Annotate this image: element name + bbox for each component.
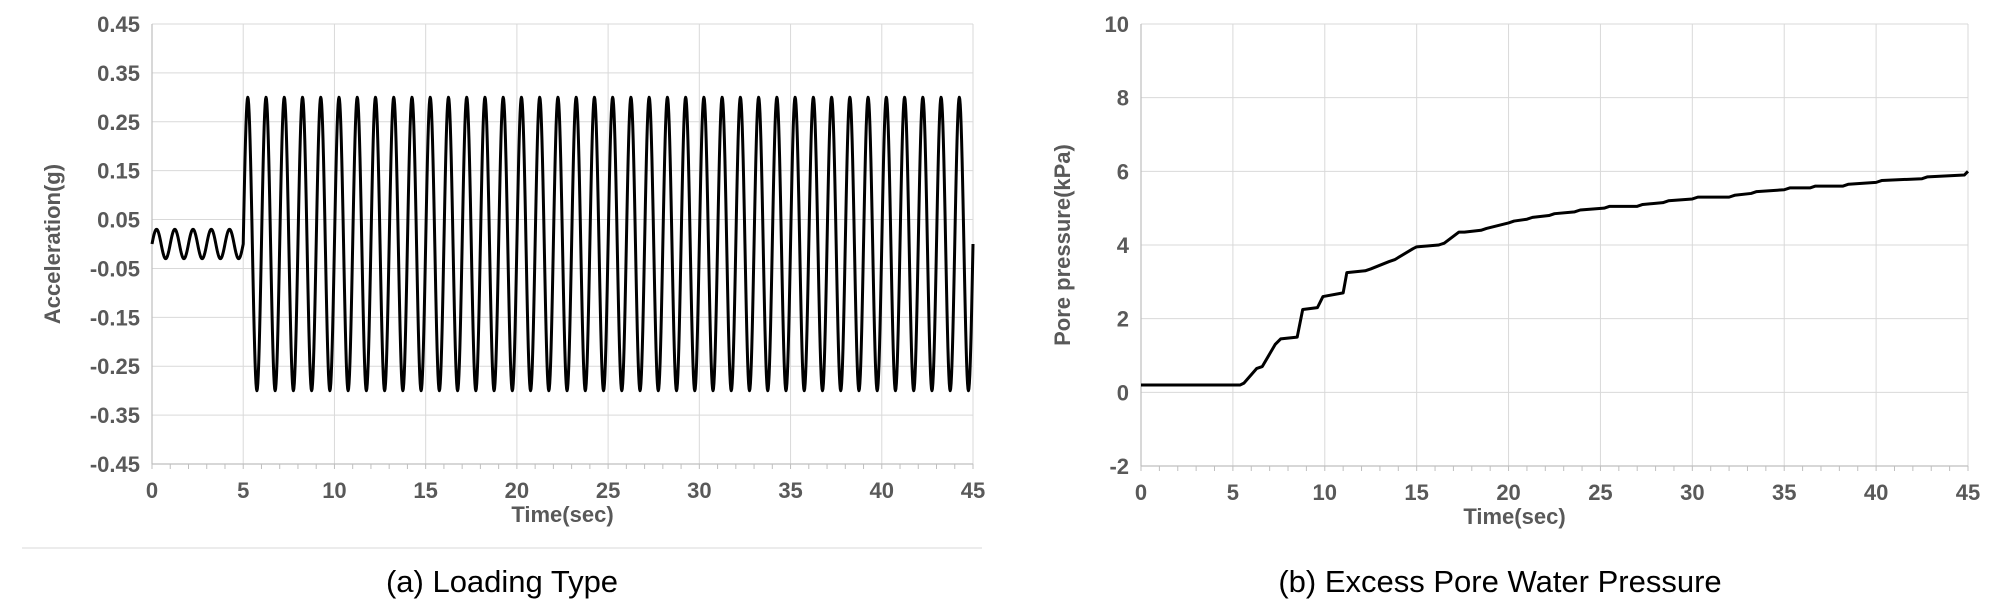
x-tick-label: 5 (237, 478, 249, 503)
x-tick-label: 40 (1864, 480, 1888, 505)
y-tick-label: 10 (1105, 12, 1129, 37)
y-tick-label: -2 (1109, 454, 1129, 479)
y-tick-label: 0.25 (97, 110, 140, 135)
y-tick-label: 2 (1117, 307, 1129, 332)
x-tick-label: 35 (778, 478, 802, 503)
x-tick-label: 30 (1680, 480, 1704, 505)
y-tick-label: -0.15 (90, 305, 140, 330)
y-tick-label: -0.35 (90, 403, 140, 428)
series-line-0 (150, 95, 975, 393)
y-axis-title: Pore pressure(kPa) (1050, 144, 1075, 346)
y-tick-label: -0.45 (90, 452, 140, 477)
x-tick-label: 5 (1227, 480, 1239, 505)
chart-pore-pressure: 0 5 10 15 20 25 30 35 40 45-20246810Time(sec)Pore… (1050, 12, 1980, 529)
x-tick-label: 0 (1135, 480, 1147, 505)
series-line-0 (1141, 170, 1970, 387)
x-tick-label: 10 (1313, 480, 1337, 505)
y-tick-label: -0.05 (90, 256, 140, 281)
caption-a: (a) Loading Type (386, 564, 618, 599)
x-tick-label: 45 (961, 478, 985, 503)
y-axis-title: Acceleration(g) (40, 164, 65, 324)
caption-b: (b) Excess Pore Water Pressure (1278, 564, 1721, 599)
x-tick-label: 45 (1956, 480, 1980, 505)
y-tick-label: 0.15 (97, 159, 140, 184)
x-tick-label: 10 (322, 478, 346, 503)
y-tick-label: 4 (1117, 233, 1130, 258)
x-tick-label: 25 (596, 478, 620, 503)
x-tick-label: 15 (1404, 480, 1428, 505)
y-tick-label: 8 (1117, 86, 1129, 111)
x-tick-label: 15 (413, 478, 437, 503)
x-axis-title: Time(sec) (511, 502, 613, 527)
x-tick-label: 25 (1588, 480, 1612, 505)
y-tick-label: 0.45 (97, 12, 140, 37)
x-tick-label: 30 (687, 478, 711, 503)
y-tick-label: 0 (1117, 380, 1129, 405)
x-tick-label: 40 (870, 478, 894, 503)
x-axis-title: Time(sec) (1463, 504, 1565, 529)
x-tick-label: 20 (1496, 480, 1520, 505)
y-tick-label: 6 (1117, 159, 1129, 184)
y-tick-label: -0.25 (90, 354, 140, 379)
y-tick-label: 0.05 (97, 208, 140, 233)
x-tick-label: 20 (505, 478, 529, 503)
y-tick-label: 0.35 (97, 61, 140, 86)
x-tick-label: 35 (1772, 480, 1796, 505)
chart-acceleration: 0 5 10 15 20 25 30 35 40 45 -0.45 -0.35 -0.25 -0.15 -0… (40, 12, 985, 527)
x-tick-label: 0 (146, 478, 158, 503)
